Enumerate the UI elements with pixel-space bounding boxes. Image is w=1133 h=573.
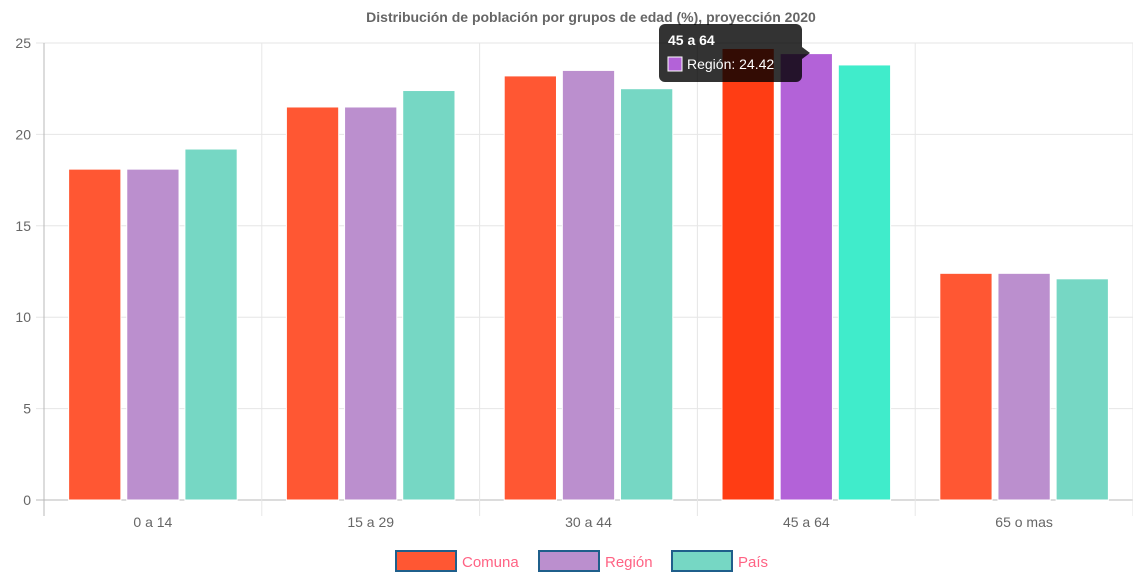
x-tick-label: 15 a 29 <box>347 514 394 530</box>
y-tick-label: 5 <box>23 401 31 417</box>
bar[interactable] <box>1055 278 1109 501</box>
bar[interactable] <box>620 88 674 501</box>
legend-label[interactable]: Región <box>605 554 653 571</box>
tooltip-caret <box>802 47 810 59</box>
bar[interactable] <box>997 272 1051 501</box>
tooltip: 45 a 64 Región: 24.42 <box>659 24 810 82</box>
bar[interactable] <box>344 106 398 501</box>
legend-swatch[interactable] <box>395 550 457 572</box>
legend-swatch[interactable] <box>671 550 733 572</box>
x-tick-label: 30 a 44 <box>565 514 612 530</box>
bar[interactable] <box>561 69 616 501</box>
bar[interactable] <box>779 53 833 501</box>
legend: Comuna Región País <box>395 550 768 572</box>
bar[interactable] <box>721 47 775 501</box>
y-tick-label: 10 <box>15 309 31 325</box>
y-tick-label: 25 <box>15 35 31 51</box>
legend-label[interactable]: Comuna <box>462 554 519 571</box>
bar[interactable] <box>402 90 456 501</box>
y-tick-label: 0 <box>23 492 31 508</box>
x-tick-label: 65 o mas <box>995 514 1053 530</box>
bar[interactable] <box>184 148 238 501</box>
bar[interactable] <box>285 106 340 501</box>
x-tick-label: 0 a 14 <box>133 514 172 530</box>
legend-label[interactable]: País <box>738 554 768 571</box>
bar[interactable] <box>939 272 993 501</box>
bar[interactable] <box>837 64 892 501</box>
y-axis: 0 5 10 15 20 25 <box>15 35 31 508</box>
chart-title: Distribución de población por grupos de … <box>366 9 816 25</box>
x-tick-label: 45 a 64 <box>783 514 830 530</box>
tooltip-label: Región: 24.42 <box>687 56 774 72</box>
x-axis: 0 a 14 15 a 29 30 a 44 45 a 64 65 o mas <box>133 514 1052 530</box>
legend-swatch[interactable] <box>538 550 600 572</box>
y-tick-label: 20 <box>15 126 31 142</box>
tooltip-title: 45 a 64 <box>668 32 715 48</box>
y-tick-label: 15 <box>15 218 31 234</box>
bar[interactable] <box>68 168 122 501</box>
bar[interactable] <box>503 75 557 501</box>
tooltip-box <box>659 24 802 82</box>
tooltip-swatch <box>667 56 683 72</box>
bars <box>68 47 1109 501</box>
bar[interactable] <box>126 168 180 501</box>
